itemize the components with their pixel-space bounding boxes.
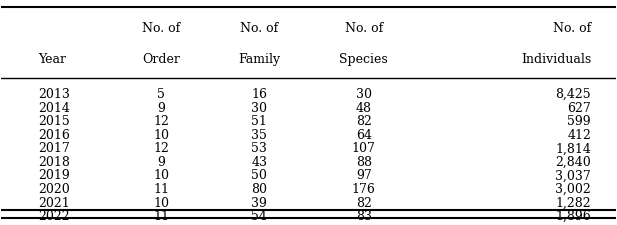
Text: 412: 412 <box>567 128 591 141</box>
Text: 10: 10 <box>153 128 169 141</box>
Text: 176: 176 <box>352 182 376 195</box>
Text: 12: 12 <box>153 115 169 128</box>
Text: Family: Family <box>238 52 280 65</box>
Text: 9: 9 <box>157 101 165 114</box>
Text: 627: 627 <box>567 101 591 114</box>
Text: Year: Year <box>38 52 66 65</box>
Text: 3,037: 3,037 <box>555 169 591 182</box>
Text: 53: 53 <box>251 142 267 155</box>
Text: No. of: No. of <box>553 21 591 34</box>
Text: 3,002: 3,002 <box>555 182 591 195</box>
Text: 1,896: 1,896 <box>555 209 591 222</box>
Text: 16: 16 <box>251 88 267 101</box>
Text: 2020: 2020 <box>38 182 70 195</box>
Text: 30: 30 <box>251 101 267 114</box>
Text: 2013: 2013 <box>38 88 70 101</box>
Text: 1,814: 1,814 <box>555 142 591 155</box>
Text: Individuals: Individuals <box>521 52 591 65</box>
Text: 83: 83 <box>356 209 372 222</box>
Text: 2017: 2017 <box>38 142 70 155</box>
Text: 10: 10 <box>153 169 169 182</box>
Text: 8,425: 8,425 <box>555 88 591 101</box>
Text: 64: 64 <box>356 128 372 141</box>
Text: No. of: No. of <box>142 21 180 34</box>
Text: 2021: 2021 <box>38 196 70 209</box>
Text: 2019: 2019 <box>38 169 70 182</box>
Text: 12: 12 <box>153 142 169 155</box>
Text: 82: 82 <box>356 196 371 209</box>
Text: 11: 11 <box>153 182 169 195</box>
Text: 39: 39 <box>251 196 267 209</box>
Text: Order: Order <box>142 52 180 65</box>
Text: 599: 599 <box>568 115 591 128</box>
Text: 82: 82 <box>356 115 371 128</box>
Text: 5: 5 <box>157 88 165 101</box>
Text: 2018: 2018 <box>38 155 70 168</box>
Text: 10: 10 <box>153 196 169 209</box>
Text: 97: 97 <box>356 169 371 182</box>
Text: 2,840: 2,840 <box>555 155 591 168</box>
Text: 2014: 2014 <box>38 101 70 114</box>
Text: 11: 11 <box>153 209 169 222</box>
Text: 80: 80 <box>251 182 267 195</box>
Text: 2022: 2022 <box>38 209 70 222</box>
Text: 35: 35 <box>251 128 267 141</box>
Text: 48: 48 <box>356 101 372 114</box>
Text: 107: 107 <box>352 142 376 155</box>
Text: 50: 50 <box>251 169 267 182</box>
Text: Species: Species <box>339 52 388 65</box>
Text: 51: 51 <box>251 115 267 128</box>
Text: 1,282: 1,282 <box>555 196 591 209</box>
Text: 2015: 2015 <box>38 115 70 128</box>
Text: 30: 30 <box>356 88 372 101</box>
Text: 54: 54 <box>251 209 267 222</box>
Text: No. of: No. of <box>240 21 278 34</box>
Text: 9: 9 <box>157 155 165 168</box>
Text: 88: 88 <box>356 155 372 168</box>
Text: No. of: No. of <box>345 21 383 34</box>
Text: 43: 43 <box>251 155 267 168</box>
Text: 2016: 2016 <box>38 128 70 141</box>
